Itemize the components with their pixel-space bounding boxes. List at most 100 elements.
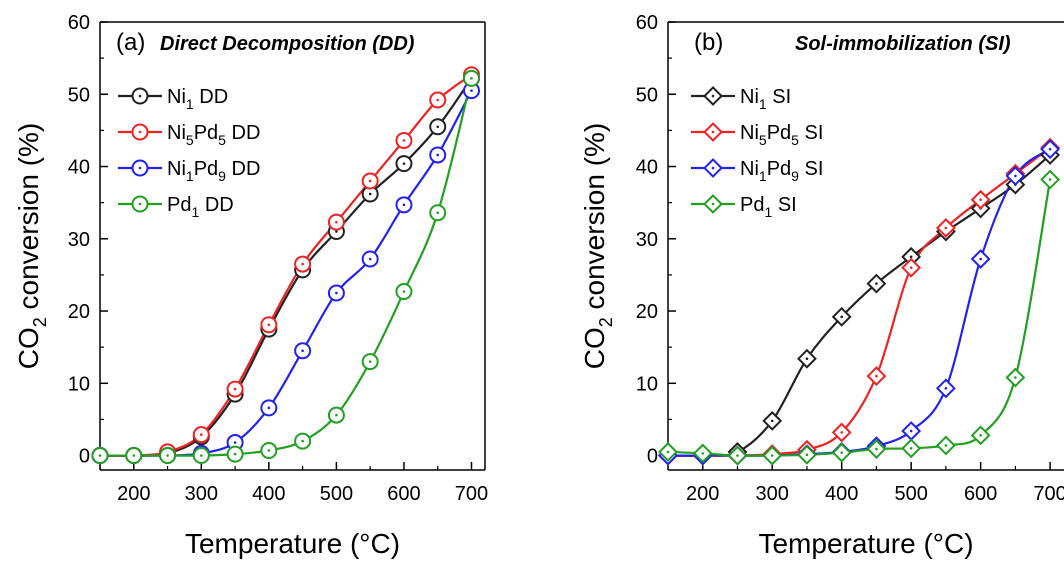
data-point-center-dot xyxy=(436,211,440,215)
data-point-center-dot xyxy=(736,454,739,457)
data-point-center-dot xyxy=(335,413,338,417)
legend-marker-center-dot xyxy=(711,130,715,134)
data-point-center-dot xyxy=(470,77,473,80)
data-point-center-dot xyxy=(875,374,878,378)
data-point-center-dot xyxy=(1048,178,1052,181)
legend-label-subscript: 5 xyxy=(186,132,194,148)
x-tick-label: 300 xyxy=(185,483,218,505)
legend-label-subscript: 1 xyxy=(764,204,772,220)
data-point-center-dot xyxy=(840,451,843,454)
y-tick-label: 60 xyxy=(636,12,658,34)
y-tick-label: 10 xyxy=(68,373,90,395)
y-tick-label: 40 xyxy=(68,157,90,179)
y-tick-label: 20 xyxy=(68,301,90,323)
legend-label-mid: Pd xyxy=(767,158,791,180)
data-point-center-dot xyxy=(909,255,913,259)
data-point-center-dot xyxy=(233,452,237,456)
x-tick-label: 200 xyxy=(117,483,150,505)
legend-marker-center-dot xyxy=(138,202,142,206)
panel-a-direct-decomposition: 0 10 20 30 40 50 60 200 300 400 500 600 700 Temperatu… xyxy=(13,12,488,559)
data-point-center-dot xyxy=(233,441,237,444)
legend-label-subscript: 1 xyxy=(759,96,767,112)
data-point-center-dot xyxy=(402,290,406,293)
x-tick-label: 700 xyxy=(1033,483,1064,505)
data-point-center-dot xyxy=(840,315,843,319)
legend-label-subscript: 1 xyxy=(759,168,767,184)
data-point-center-dot xyxy=(368,192,372,196)
y-axis-title-part: CO xyxy=(579,327,610,369)
legend-marker-center-dot xyxy=(711,202,715,206)
data-point-center-dot xyxy=(470,89,473,92)
legend-label-mid: Pd xyxy=(767,122,791,144)
y-tick-label: 20 xyxy=(636,301,658,323)
legend-label-subscript: 5 xyxy=(759,132,767,148)
y-axis-title-part: conversion (%) xyxy=(579,123,610,318)
legend-marker-center-dot xyxy=(138,166,142,170)
x-axis-title: Temperature (°C) xyxy=(758,528,973,559)
legend-label-base: Pd xyxy=(167,194,191,216)
legend-marker-center-dot xyxy=(138,94,142,98)
y-tick-label: 40 xyxy=(636,157,658,179)
legend-label: Ni1Pd9 DD xyxy=(167,158,260,184)
x-tick-label: 200 xyxy=(686,483,719,505)
x-tick-label: 400 xyxy=(825,483,858,505)
legend-label: Ni5Pd5 SI xyxy=(740,122,823,148)
legend-label-subscript: 5 xyxy=(791,132,799,148)
data-point-center-dot xyxy=(805,453,809,457)
x-tick-label: 600 xyxy=(387,483,420,505)
legend-label-subscript: 9 xyxy=(791,168,799,184)
legend-label: Pd1 DD xyxy=(167,194,234,220)
data-point-center-dot xyxy=(368,179,372,183)
legend-label-base: Ni xyxy=(167,158,186,180)
legend-label: Ni1Pd9 SI xyxy=(740,158,823,184)
data-point-center-dot xyxy=(944,387,948,390)
legend-label-mid: Pd xyxy=(194,158,218,180)
legend-label-suffix: DD xyxy=(194,86,228,108)
legend-label-base: Pd xyxy=(740,194,764,216)
legend-label-base: Ni xyxy=(167,122,186,144)
y-axis-title: CO2 conversion (%) xyxy=(579,123,616,370)
data-point-center-dot xyxy=(805,357,809,361)
x-tick-label: 300 xyxy=(756,483,789,505)
data-point-center-dot xyxy=(301,262,304,266)
data-point-center-dot xyxy=(267,323,271,327)
legend-label-base: Ni xyxy=(740,122,759,144)
data-point-center-dot xyxy=(979,434,982,437)
legend-label-base: Ni xyxy=(167,86,186,108)
legend-label-suffix: DD xyxy=(226,122,260,144)
data-point-center-dot xyxy=(1014,174,1017,178)
panel-label: (b) xyxy=(694,29,723,56)
data-point-center-dot xyxy=(944,444,948,447)
legend-label-subscript: 1 xyxy=(191,204,199,220)
data-point-center-dot xyxy=(301,349,304,353)
legend-label-subscript: 1 xyxy=(186,96,194,112)
data-point-center-dot xyxy=(402,162,406,165)
data-point-center-dot xyxy=(840,431,843,434)
legend-label-base: Ni xyxy=(740,158,759,180)
y-axis-title-subscript: 2 xyxy=(30,317,50,327)
data-point-center-dot xyxy=(909,447,913,450)
data-point-center-dot xyxy=(267,406,271,410)
panel-label: (a) xyxy=(116,29,145,56)
y-tick-label: 10 xyxy=(636,373,658,395)
y-tick-label: 0 xyxy=(79,446,90,468)
y-axis-title: CO2 conversion (%) xyxy=(13,123,50,370)
data-point-center-dot xyxy=(335,291,338,295)
legend-label-suffix: DD xyxy=(226,158,260,180)
data-point-center-dot xyxy=(770,419,774,423)
x-axis-title: Temperature (°C) xyxy=(185,528,400,559)
data-point-center-dot xyxy=(402,139,406,142)
legend-label: Pd1 SI xyxy=(740,194,797,220)
data-point-center-dot xyxy=(436,153,440,157)
data-point-center-dot xyxy=(200,433,203,436)
data-point-center-dot xyxy=(301,439,304,443)
data-point-center-dot xyxy=(666,450,670,454)
legend-label: Ni5Pd5 DD xyxy=(167,122,260,148)
data-point-center-dot xyxy=(98,454,102,457)
y-axis-title-part: conversion (%) xyxy=(13,123,44,318)
data-point-center-dot xyxy=(770,454,774,457)
data-point-center-dot xyxy=(436,98,440,102)
data-point-center-dot xyxy=(701,452,705,455)
data-point-center-dot xyxy=(267,449,271,452)
series-line xyxy=(100,78,473,457)
